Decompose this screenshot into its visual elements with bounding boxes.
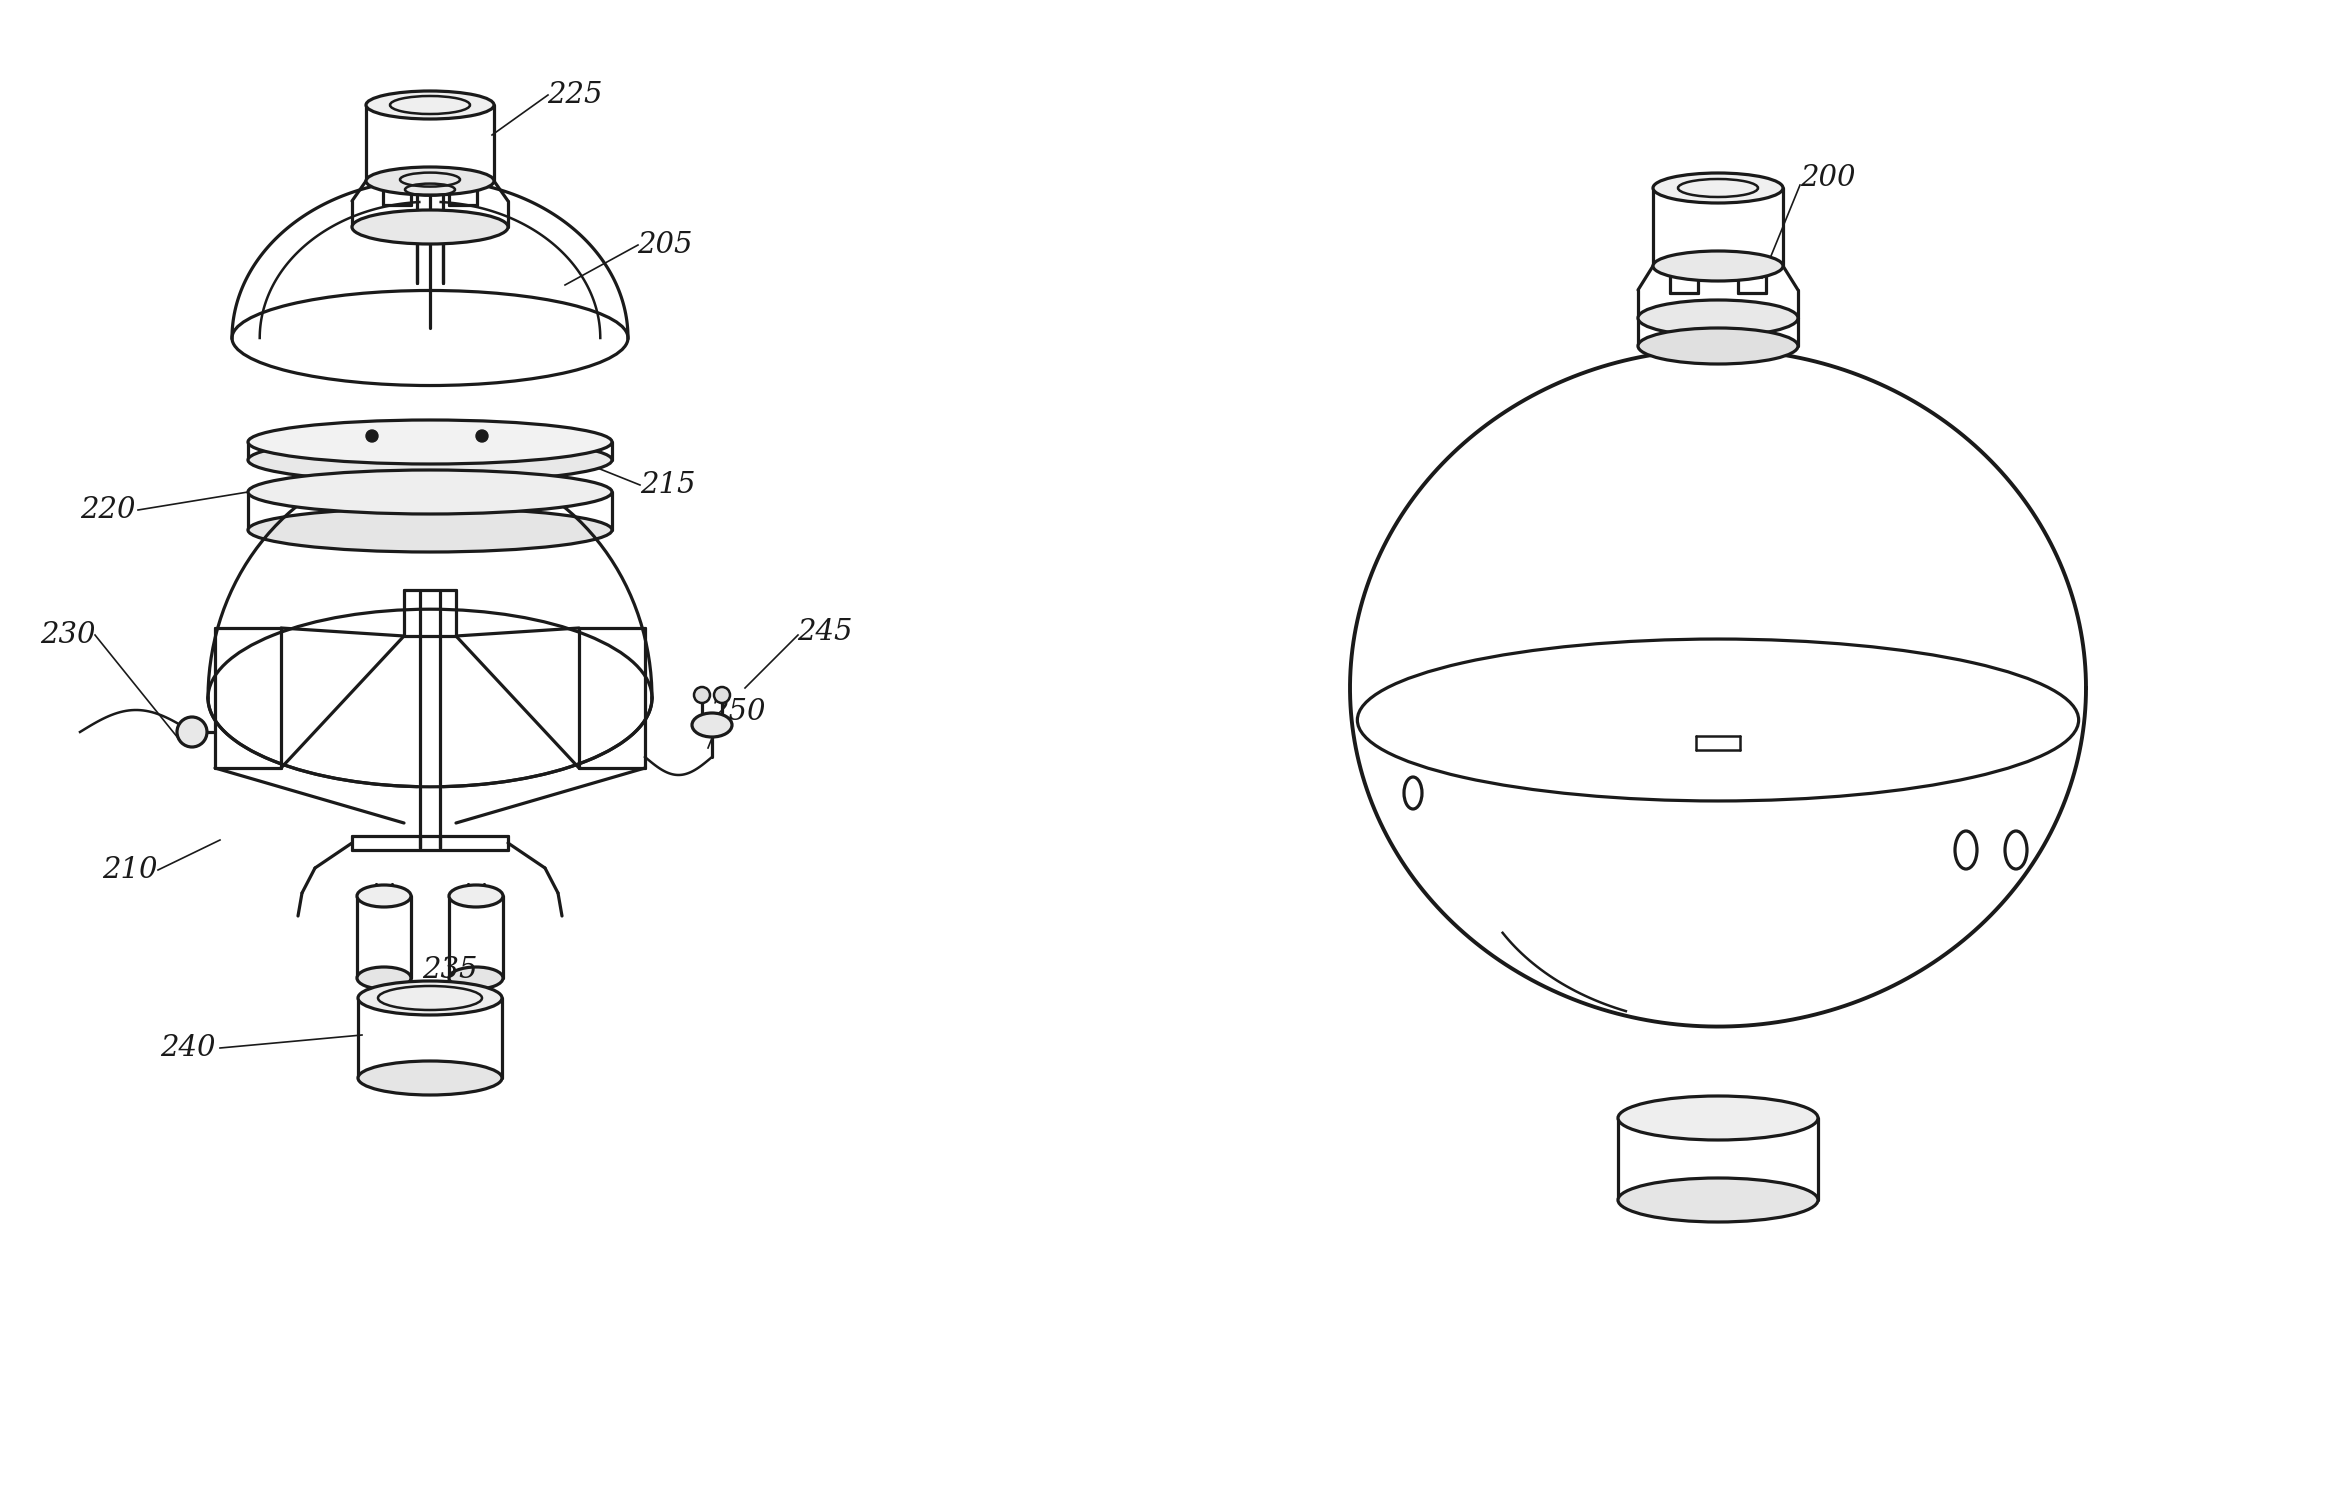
Text: 205: 205 bbox=[637, 231, 693, 258]
Ellipse shape bbox=[366, 91, 494, 119]
Text: 215: 215 bbox=[641, 471, 695, 499]
Circle shape bbox=[177, 718, 208, 746]
Text: 230: 230 bbox=[40, 621, 96, 650]
Text: 200: 200 bbox=[1800, 165, 1856, 192]
Ellipse shape bbox=[357, 885, 410, 907]
Text: 225: 225 bbox=[548, 82, 602, 109]
Ellipse shape bbox=[247, 508, 611, 552]
Ellipse shape bbox=[357, 967, 410, 990]
Ellipse shape bbox=[1637, 328, 1798, 364]
Text: 240: 240 bbox=[161, 1034, 217, 1062]
Ellipse shape bbox=[359, 1061, 501, 1095]
Ellipse shape bbox=[693, 713, 732, 737]
Ellipse shape bbox=[1618, 1095, 1819, 1139]
Text: 245: 245 bbox=[798, 618, 854, 647]
Text: 235: 235 bbox=[422, 956, 478, 984]
Circle shape bbox=[366, 431, 378, 443]
Circle shape bbox=[476, 431, 487, 443]
Circle shape bbox=[714, 688, 730, 703]
Ellipse shape bbox=[366, 168, 494, 195]
Ellipse shape bbox=[359, 981, 501, 1015]
Ellipse shape bbox=[247, 438, 611, 482]
Ellipse shape bbox=[1653, 172, 1784, 202]
Ellipse shape bbox=[352, 210, 508, 243]
Ellipse shape bbox=[1618, 1179, 1819, 1222]
Ellipse shape bbox=[247, 420, 611, 464]
Ellipse shape bbox=[450, 885, 504, 907]
Text: 250: 250 bbox=[711, 698, 765, 725]
Ellipse shape bbox=[247, 470, 611, 514]
Text: 220: 220 bbox=[79, 496, 135, 524]
Ellipse shape bbox=[1637, 301, 1798, 335]
Text: 210: 210 bbox=[103, 857, 159, 884]
Ellipse shape bbox=[450, 967, 504, 990]
Ellipse shape bbox=[1653, 251, 1784, 281]
Circle shape bbox=[695, 688, 709, 703]
